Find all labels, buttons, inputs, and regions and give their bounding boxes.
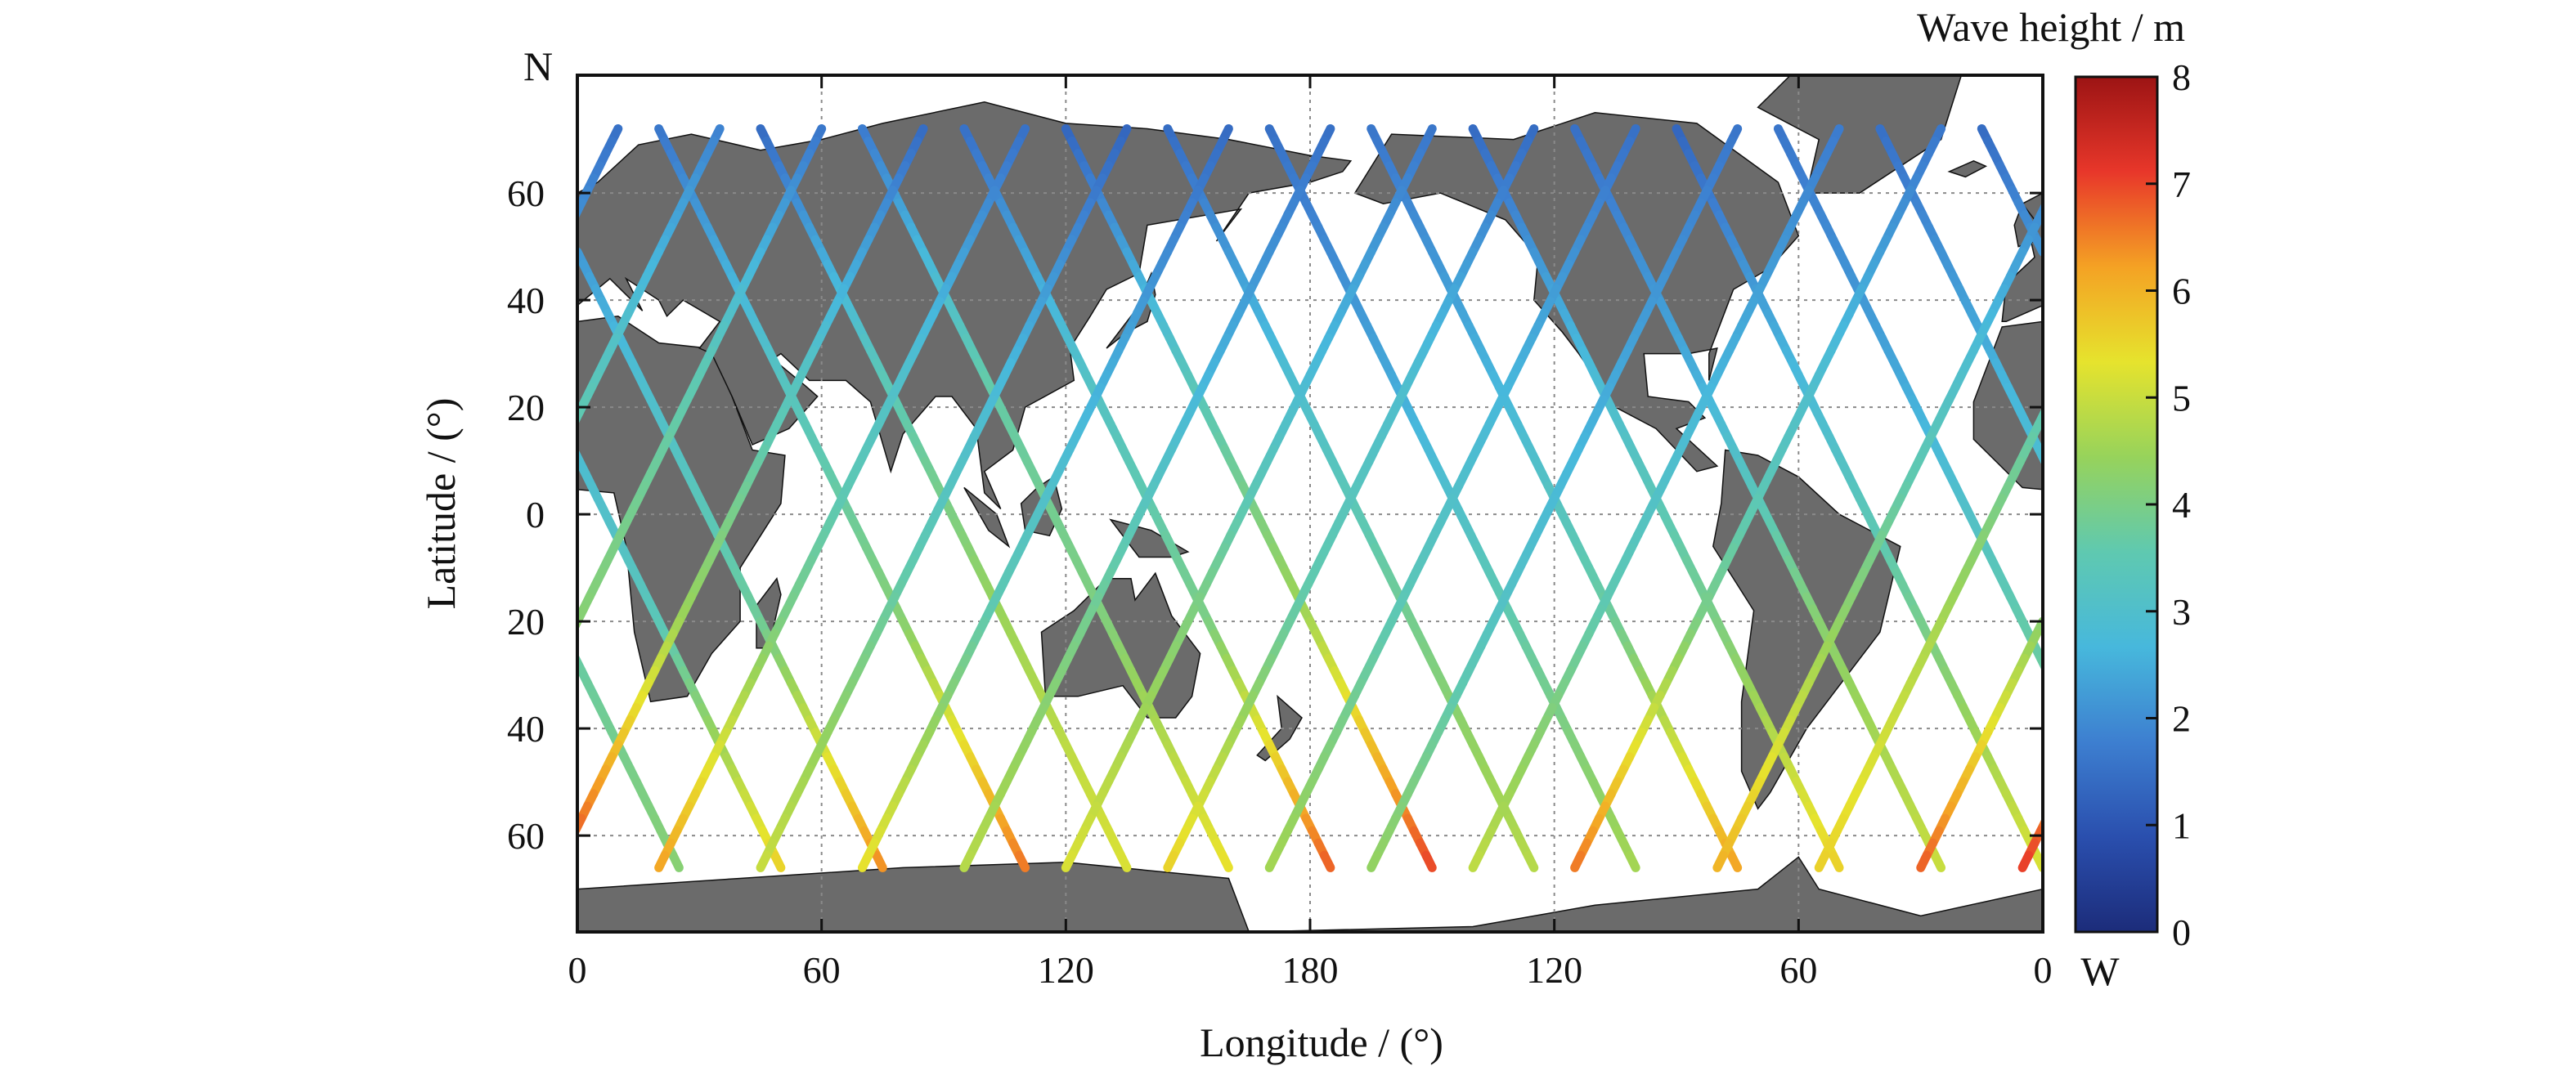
track-segment [1930,850,1946,872]
track-segment [2017,850,2034,872]
track-segment [1570,850,1586,872]
altimeter-track-layer [577,124,2043,872]
track-segment [756,850,771,872]
x-tick-label: 0 [2034,949,2053,991]
map-panel: 0 60 120 180 120 60 0 60 40 20 0 20 40 60 [507,74,2053,991]
colorbar-tick-label: 4 [2172,484,2191,526]
track-segment [1367,850,1382,872]
satellite-track-ascending [1468,124,1844,872]
x-tick-label: 120 [1038,949,1094,991]
x-tick-label: 120 [1526,949,1582,991]
north-marker: N [523,43,553,89]
y-axis-title: Latitude / (°) [418,398,464,610]
satellite-track-ascending [756,124,1132,872]
satellite-track-ascending [1367,124,1743,872]
sumatra-landmass [963,486,1011,549]
y-tick-label: 40 [507,708,545,750]
track-segment [770,850,786,872]
y-tick-label: 20 [507,387,545,428]
track-segment [668,850,684,872]
track-segment [1116,850,1132,872]
satellite-track-ascending [577,124,2043,872]
satellite-track-ascending [1061,124,1437,872]
track-segment [959,850,975,872]
satellite-track-descending [1163,124,1539,872]
colorbar-ticks: 0 1 2 3 4 5 6 7 8 [2146,56,2191,953]
x-tick-label: 60 [803,949,841,991]
colorbar-gradient [2074,75,2159,934]
africa-landmass [577,316,786,703]
satellite-track-ascending [577,124,2043,872]
colorbar-title: Wave height / m [1917,4,2185,50]
satellite-track-descending [577,124,2043,872]
north-america-landmass [1353,112,1800,473]
track-segment [1726,850,1743,872]
track-segment [1014,850,1030,872]
track-segment [872,850,887,872]
track-segment [1319,850,1335,872]
satellite-track-descending [1264,124,1640,872]
colorbar-tick-label: 8 [2172,56,2191,98]
x-tick-label: 0 [568,949,587,991]
track-segment [1625,850,1640,872]
satellite-track-ascending [577,124,2043,872]
y-tick-label: 0 [526,494,545,535]
track-segment [1916,850,1932,872]
colorbar: Wave height / m 0 1 2 3 4 5 6 7 8 [1917,4,2191,953]
track-segment [1814,850,1830,872]
track-segment [1829,850,1844,872]
y-tick-label: 60 [507,815,545,857]
x-axis-title: Longitude / (°) [1200,1019,1443,1065]
y-tick-label: 60 [507,172,545,214]
greenland-landmass [1757,75,1963,194]
colorbar-tick-label: 3 [2172,591,2191,633]
track-segment [857,850,873,872]
track-segment [1468,850,1484,872]
track-segment [1163,850,1178,872]
colorbar-tick-label: 5 [2172,377,2191,419]
satellite-track-ascending [654,124,1030,872]
x-tick-label: 180 [1282,949,1339,991]
colorbar-tick-label: 1 [2172,804,2191,846]
iceland-landmass [1947,159,1988,178]
y-tick-label: 40 [507,280,545,321]
satellite-track-descending [1061,124,1437,872]
y-ticks: 60 40 20 0 20 40 60 [507,172,2043,857]
satellite-track-ascending [857,124,1233,872]
colorbar-tick-label: 0 [2172,912,2191,953]
track-segment [1061,850,1077,872]
colorbar-tick-label: 7 [2172,163,2191,205]
track-segment [1523,850,1539,872]
satellite-track-ascending [1163,124,1539,872]
track-segment [1218,850,1233,872]
track-segment [1264,850,1281,872]
satellite-track-ascending [959,124,1335,872]
track-segment [654,850,670,872]
x-ticks: 0 60 120 180 120 60 0 [568,75,2053,991]
antarctica-landmass [577,856,2043,932]
west-marker: W [2080,948,2120,994]
y-tick-label: 20 [507,601,545,643]
satellite-track-ascending [1570,124,1946,872]
colorbar-tick-label: 6 [2172,271,2191,312]
colorbar-tick-label: 2 [2172,698,2191,740]
x-tick-label: 60 [1779,949,1817,991]
satellite-track-descending [756,124,1132,872]
satellite-track-ascending [1264,124,1640,872]
track-segment [1712,850,1728,872]
satellite-track-ascending [577,124,2043,872]
track-segment [1421,850,1437,872]
